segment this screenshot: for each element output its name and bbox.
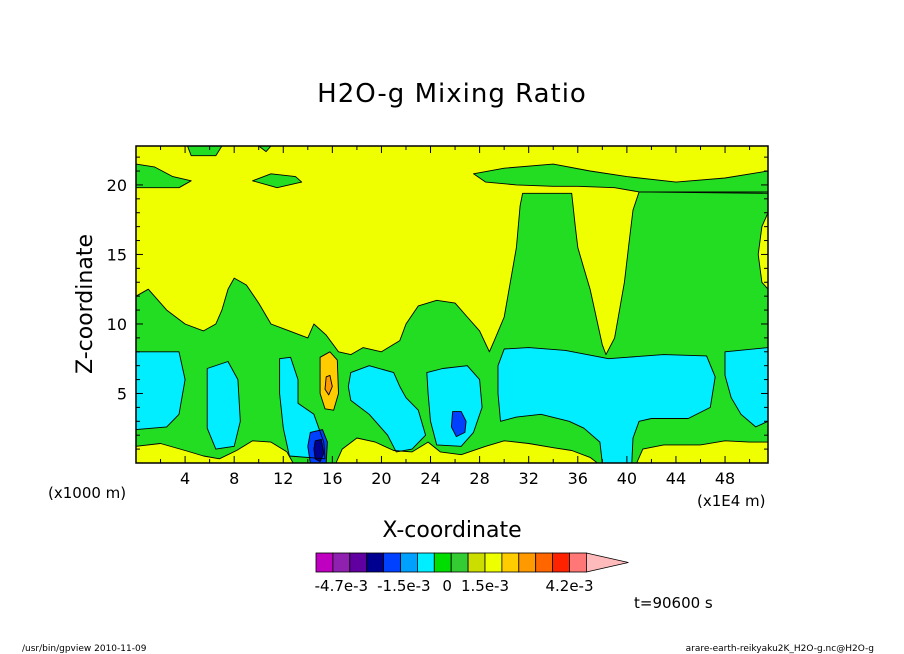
colorbar <box>315 552 629 573</box>
x-tick-label: 8 <box>229 469 239 488</box>
colorbar-labels: -4.7e-3 -1.5e-3 0 1.5e-3 4.2e-3 <box>315 577 594 595</box>
contour-bottom-yellow-2 <box>335 437 598 464</box>
colorbar-swatch <box>569 552 587 573</box>
region-bottom-yellow-1 <box>136 440 294 463</box>
x-unit-left: (x1000 m) <box>48 484 126 502</box>
plot-frame <box>135 145 769 464</box>
chart-title: H2O-g Mixing Ratio <box>317 79 587 109</box>
x-unit-right: (x1E4 m) <box>697 492 766 510</box>
y-axis-label: Z-coordinate <box>73 234 98 374</box>
contour-cyan-5 <box>426 365 483 447</box>
x-tick-label: 48 <box>715 469 735 488</box>
colorbar-swatch <box>518 552 537 573</box>
colorbar-swatch <box>315 552 334 573</box>
colorbar-swatch <box>450 552 469 573</box>
colorbar-swatch <box>552 552 570 573</box>
x-tick-label: 20 <box>371 469 391 488</box>
x-tick-label: 24 <box>420 469 440 488</box>
region-cyan-big <box>498 347 716 463</box>
colorbar-swatch <box>433 552 452 573</box>
colorbar-label: 0 <box>442 577 452 595</box>
x-tick-label: 32 <box>519 469 539 488</box>
x-tick-label: 4 <box>180 469 190 488</box>
colorbar-swatch <box>400 552 418 573</box>
y-tick-label: 10 <box>107 315 127 334</box>
footer-right: arare-earth-reikyaku2K_H2O-g.nc@H2O-g <box>686 644 874 654</box>
contour-orange-1 <box>319 351 339 411</box>
region-cyan-2 <box>207 361 241 450</box>
colorbar-label: -4.7e-3 <box>315 577 368 595</box>
region-cyan-right <box>725 347 768 427</box>
contour-cyan-big <box>497 347 716 464</box>
colorbar-label: 1.5e-3 <box>461 577 509 595</box>
contour-cyan-2 <box>206 361 241 450</box>
colorbar-swatch <box>535 552 554 573</box>
region-top-green-band <box>136 164 192 188</box>
colorbar-swatch <box>383 552 401 573</box>
contour-green-layer <box>135 191 769 464</box>
region-navy-1 <box>313 439 324 462</box>
contour-regions <box>136 146 768 463</box>
colorbar-label: 4.2e-3 <box>545 577 593 595</box>
x-tick-label: 12 <box>273 469 293 488</box>
colorbar-swatch <box>501 552 520 573</box>
colorbar-swatch <box>484 552 503 573</box>
x-tick-label: 16 <box>322 469 342 488</box>
colorbar-arrow <box>586 552 629 573</box>
x-tick-label: 44 <box>666 469 686 488</box>
y-tick-label: 20 <box>107 176 127 195</box>
region-cyan-5 <box>426 365 483 447</box>
footer-left: /usr/bin/gpview 2010-11-09 <box>22 644 147 654</box>
x-tick-label: 28 <box>469 469 489 488</box>
x-tick-label: 36 <box>568 469 588 488</box>
colorbar-swatch <box>467 552 486 573</box>
region-cyan-4 <box>348 365 426 452</box>
x-axis: 4 8 12 16 20 24 28 32 36 40 44 48 <box>160 146 751 488</box>
region-top-green-top <box>187 146 222 156</box>
contour-top-green-small <box>252 173 303 189</box>
region-blue-2 <box>451 411 467 437</box>
region-bottom-yellow-3 <box>636 440 768 463</box>
contour-blue-2 <box>450 411 467 438</box>
y-tick-label: 5 <box>117 384 127 403</box>
colorbar-swatch <box>416 552 435 573</box>
x-axis-label: X-coordinate <box>382 518 521 543</box>
contour-navy-1 <box>313 438 325 463</box>
contour-orange-inner <box>324 374 333 396</box>
contour-cyan-4 <box>347 365 427 453</box>
region-top-green-top2 <box>258 146 271 152</box>
y-tick-label: 15 <box>107 245 127 264</box>
colorbar-swatch <box>366 552 385 573</box>
contour-cyan-3 <box>279 356 326 460</box>
x-tick-label: 40 <box>617 469 637 488</box>
y-axis: 5 10 15 20 <box>107 156 768 450</box>
colorbar-swatch <box>332 552 351 573</box>
colorbar-label: -1.5e-3 <box>377 577 430 595</box>
colorbar-swatch <box>349 552 368 573</box>
region-cyan-left <box>136 351 186 430</box>
time-label: t=90600 s <box>634 594 713 612</box>
